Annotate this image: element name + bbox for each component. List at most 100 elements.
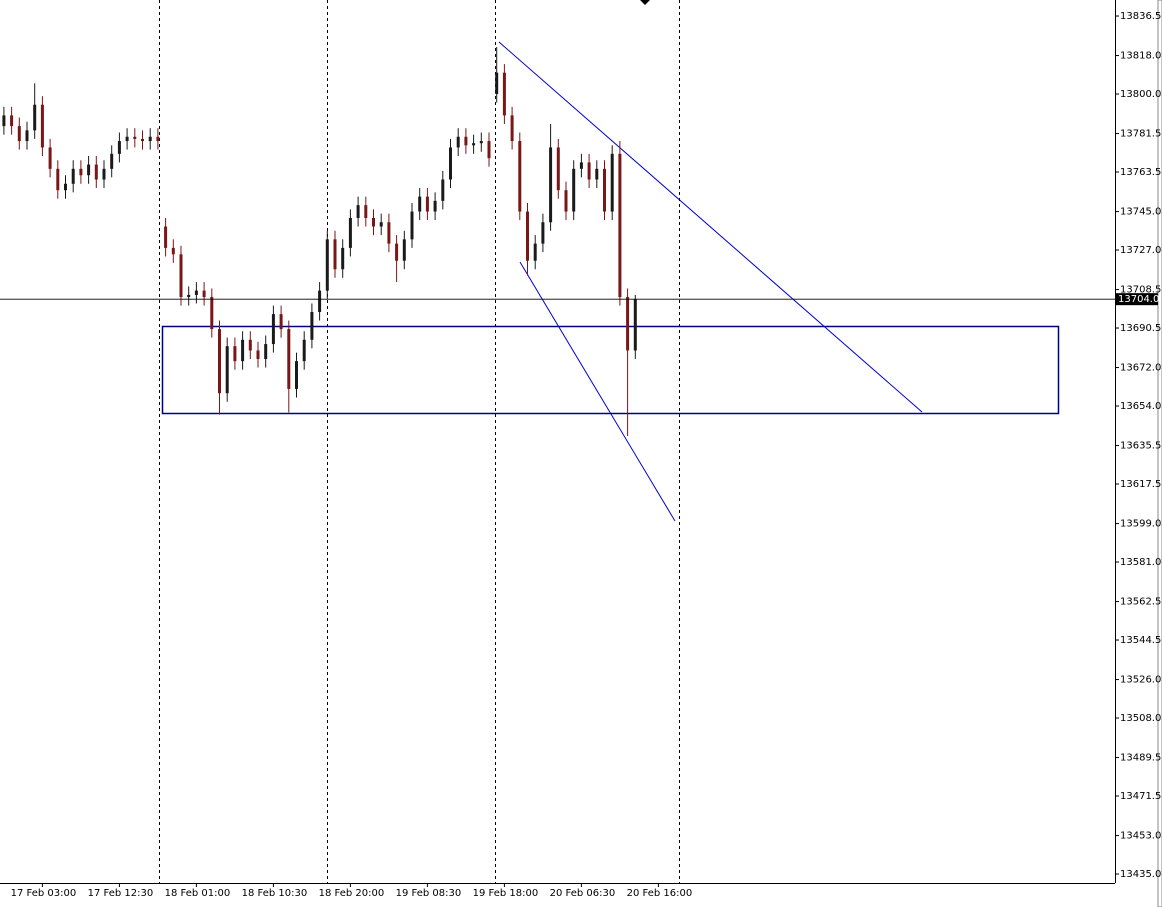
candle-body [472, 143, 476, 146]
candle-body [533, 243, 537, 261]
candle-body [210, 297, 214, 330]
candle-body [187, 294, 191, 298]
candle-body [610, 153, 614, 212]
y-tick-label: 13508.0 [1120, 713, 1161, 724]
candle-body [40, 104, 44, 148]
price-label-bg [1116, 293, 1158, 306]
candle-body [48, 147, 52, 169]
candle-body [395, 243, 399, 261]
candle-body [564, 190, 568, 212]
y-tick-label: 13800.0 [1120, 89, 1161, 100]
candle-body [579, 162, 583, 169]
candle-body [356, 205, 360, 218]
candle-body [325, 239, 329, 291]
candle-body [310, 311, 314, 340]
candle-body [141, 138, 144, 142]
candle-body [256, 350, 260, 360]
candle-body [372, 217, 375, 227]
candle-body [117, 141, 121, 154]
candle-body [279, 314, 283, 330]
candle-body [248, 339, 252, 351]
candle-body [33, 104, 37, 131]
candle-body [418, 196, 422, 212]
y-tick-label: 13526.0 [1120, 675, 1161, 686]
candle-body [194, 290, 198, 295]
x-tick-label: 19 Feb 08:30 [396, 888, 462, 899]
candle-body [10, 115, 14, 127]
candle-body [318, 290, 322, 312]
candle-body [125, 136, 129, 142]
x-tick-label: 18 Feb 01:00 [165, 888, 231, 899]
candle-body [241, 339, 245, 362]
y-tick-label: 13635.5 [1120, 441, 1161, 452]
candle-body [341, 247, 345, 270]
candle-body [179, 254, 183, 298]
candle-body [233, 346, 237, 362]
candle-body [364, 205, 368, 218]
y-tick-label: 13544.5 [1120, 635, 1161, 646]
candle-body [510, 115, 514, 142]
marker [640, 0, 650, 5]
candle-body [595, 168, 599, 180]
y-tick-label: 13453.0 [1120, 831, 1161, 842]
candle-body [156, 136, 160, 142]
candle-body [348, 217, 352, 248]
candle-body [56, 168, 60, 191]
y-tick-label: 13836.5 [1120, 11, 1161, 22]
candle-body [71, 168, 75, 184]
y-tick-label: 13654.0 [1120, 401, 1161, 412]
candle-body [2, 115, 6, 127]
y-tick-label: 13727.0 [1120, 245, 1161, 256]
candle-body [17, 126, 21, 142]
candle-body [603, 168, 606, 212]
frame [1157, 0, 1162, 907]
candle-body [587, 162, 591, 180]
candle-body [541, 222, 545, 244]
y-tick-label: 13781.5 [1120, 129, 1161, 140]
candle-body [441, 179, 445, 201]
candle-body [79, 168, 83, 176]
candle-body [425, 196, 429, 212]
candle-body [64, 183, 67, 191]
y-tick-label: 13435.0 [1120, 869, 1161, 880]
candle-body [164, 226, 168, 248]
candle-body [618, 153, 622, 298]
y-tick-label: 13562.5 [1120, 597, 1161, 608]
candle-body [626, 297, 630, 351]
y-tick-label: 13617.5 [1120, 479, 1161, 490]
y-tick-label: 13489.5 [1120, 753, 1161, 764]
y-tick-label: 13708.5 [1120, 285, 1161, 296]
candle-body [495, 72, 499, 95]
candle-body [456, 136, 460, 148]
candle-body [526, 211, 529, 261]
candle-body [572, 168, 576, 212]
candle-body [94, 164, 98, 180]
candle-body [148, 136, 152, 142]
candle-body [449, 147, 452, 180]
x-tick-label: 18 Feb 10:30 [242, 888, 308, 899]
candle-body [387, 222, 391, 244]
y-tick-label: 13690.5 [1120, 323, 1161, 334]
candle-body [295, 361, 298, 389]
trend-line [498, 41, 923, 413]
candle-body [202, 290, 206, 298]
candle-body [87, 164, 91, 176]
candle-body [464, 136, 468, 146]
trend-line [519, 261, 676, 522]
price-label: 13704.0 [1118, 294, 1159, 305]
y-tick-label: 13818.0 [1120, 51, 1161, 62]
x-tick-label: 20 Feb 06:30 [550, 888, 616, 899]
candle-body [410, 211, 414, 240]
candle-body [633, 299, 637, 351]
candle-body [502, 72, 506, 116]
candle-body [556, 147, 560, 191]
y-tick-label: 13471.5 [1120, 791, 1161, 802]
x-tick-label: 19 Feb 18:00 [473, 888, 539, 899]
y-tick-label: 13745.0 [1120, 207, 1161, 218]
candle-body [287, 329, 291, 389]
y-tick-label: 13763.5 [1120, 167, 1161, 178]
candle-body [271, 314, 275, 345]
y-tick-label: 13672.0 [1120, 363, 1161, 374]
